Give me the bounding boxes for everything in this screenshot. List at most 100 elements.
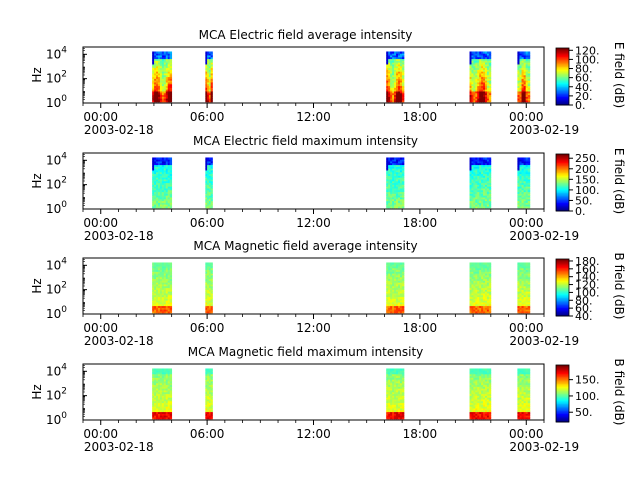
spectrogram-cell bbox=[396, 384, 399, 387]
spectrogram-cell bbox=[485, 78, 488, 81]
spectrogram-cell bbox=[167, 162, 171, 166]
spectrogram-cell bbox=[481, 159, 484, 162]
spectrogram-cell bbox=[163, 302, 167, 305]
spectrogram-cell bbox=[396, 166, 399, 169]
spectrogram-cell bbox=[392, 411, 395, 414]
spectrogram-cell bbox=[388, 58, 391, 61]
spectrogram-cell bbox=[481, 82, 484, 85]
x-tick-time-label: 00:00 bbox=[509, 216, 544, 230]
spectrogram-cell bbox=[154, 186, 157, 189]
spectrogram-cell bbox=[473, 170, 476, 173]
spectrogram-cell bbox=[488, 53, 492, 56]
spectrogram-cell bbox=[152, 395, 155, 398]
spectrogram-cell bbox=[471, 384, 474, 387]
spectrogram-cell bbox=[388, 166, 391, 169]
spectrogram-cell bbox=[207, 64, 210, 67]
spectrogram-cell bbox=[167, 206, 171, 209]
spectrogram-cell bbox=[210, 89, 213, 92]
spectrogram-cell bbox=[152, 375, 155, 378]
spectrogram-cell bbox=[390, 388, 393, 391]
spectrogram-cell bbox=[390, 177, 393, 180]
spectrogram-cell bbox=[169, 370, 173, 373]
spectrogram-cell bbox=[525, 393, 529, 396]
spectrogram-cell bbox=[390, 278, 393, 281]
spectrogram-cell bbox=[396, 404, 399, 407]
spectrogram-cell bbox=[523, 282, 527, 285]
spectrogram-cell bbox=[517, 55, 520, 58]
colorbar-swatch bbox=[556, 96, 569, 99]
spectrogram-cell bbox=[159, 164, 163, 167]
spectrogram-cell bbox=[481, 198, 484, 202]
spectrogram-cell bbox=[205, 179, 208, 182]
spectrogram-cell bbox=[388, 379, 391, 382]
spectrogram-cell bbox=[205, 78, 208, 81]
spectrogram-cell bbox=[158, 267, 161, 271]
spectrogram-cell bbox=[156, 204, 159, 207]
spectrogram-cell bbox=[486, 278, 490, 281]
spectrogram-cell bbox=[159, 264, 163, 267]
spectrogram-cell bbox=[167, 307, 171, 310]
spectrogram-cell bbox=[165, 305, 169, 308]
spectrogram-cell bbox=[477, 379, 480, 382]
spectrogram-cell bbox=[517, 309, 520, 312]
spectrogram-cell bbox=[169, 298, 173, 301]
colorbar-swatch bbox=[556, 208, 569, 211]
spectrogram-cell bbox=[486, 282, 490, 285]
spectrogram-cell bbox=[165, 262, 169, 265]
spectrogram-cell bbox=[207, 96, 210, 99]
spectrogram-cell bbox=[481, 379, 484, 382]
spectrogram-cell bbox=[159, 58, 163, 61]
spectrogram-cell bbox=[521, 73, 525, 76]
spectrogram-cell bbox=[486, 406, 490, 409]
spectrogram-cell bbox=[523, 266, 527, 269]
spectrogram-cell bbox=[485, 402, 488, 405]
spectrogram-cell bbox=[401, 65, 405, 69]
spectrogram-cell bbox=[156, 197, 159, 200]
spectrogram-cell bbox=[208, 65, 212, 69]
spectrogram-cell bbox=[207, 413, 210, 416]
spectrogram-cell bbox=[517, 179, 520, 182]
spectrogram-cell bbox=[469, 170, 472, 173]
spectrogram-cell bbox=[401, 189, 405, 193]
spectrogram-cell bbox=[401, 179, 405, 182]
spectrogram-cell bbox=[205, 186, 208, 189]
spectrogram-cell bbox=[396, 287, 399, 290]
spectrogram-cell bbox=[210, 386, 213, 389]
spectrogram-cell bbox=[205, 184, 208, 187]
spectrogram-cell bbox=[152, 373, 155, 377]
spectrogram-cell bbox=[477, 266, 480, 269]
spectrogram-cell bbox=[210, 282, 213, 285]
spectrogram-cell bbox=[475, 195, 478, 198]
spectrogram-cell bbox=[517, 78, 520, 81]
spectrogram-cell bbox=[488, 186, 492, 189]
spectrogram-cell bbox=[154, 78, 157, 81]
spectrogram-cell bbox=[386, 284, 389, 287]
spectrogram-cell bbox=[477, 85, 480, 88]
spectrogram-cell bbox=[473, 384, 476, 387]
spectrogram-cell bbox=[488, 206, 492, 209]
y-axis-label: Hz bbox=[30, 173, 44, 188]
spectrogram-cell bbox=[205, 307, 208, 310]
spectrogram-cell bbox=[167, 300, 171, 303]
spectrogram-cell bbox=[156, 83, 159, 87]
spectrogram-cell bbox=[159, 262, 163, 265]
spectrogram-cell bbox=[394, 382, 397, 386]
spectrogram-cell bbox=[390, 171, 393, 175]
spectrogram-cell bbox=[488, 372, 492, 375]
spectrogram-cell bbox=[486, 375, 490, 378]
spectrogram-cell bbox=[485, 393, 488, 396]
spectrogram-cell bbox=[392, 80, 395, 83]
spectrogram-cell bbox=[156, 92, 159, 96]
spectrogram-cell bbox=[167, 278, 171, 281]
spectrogram-cell bbox=[479, 399, 482, 402]
spectrogram-cell bbox=[210, 175, 213, 178]
spectrogram-cell bbox=[169, 280, 173, 283]
y-tick-label: 100 bbox=[46, 94, 67, 110]
spectrogram-cell bbox=[392, 406, 395, 409]
spectrogram-cell bbox=[479, 161, 482, 164]
spectrogram-cell bbox=[205, 276, 208, 280]
spectrogram-cell bbox=[473, 372, 476, 375]
spectrogram-cell bbox=[158, 391, 161, 395]
spectrogram-cell bbox=[521, 291, 525, 294]
spectrogram-cell bbox=[471, 71, 474, 74]
